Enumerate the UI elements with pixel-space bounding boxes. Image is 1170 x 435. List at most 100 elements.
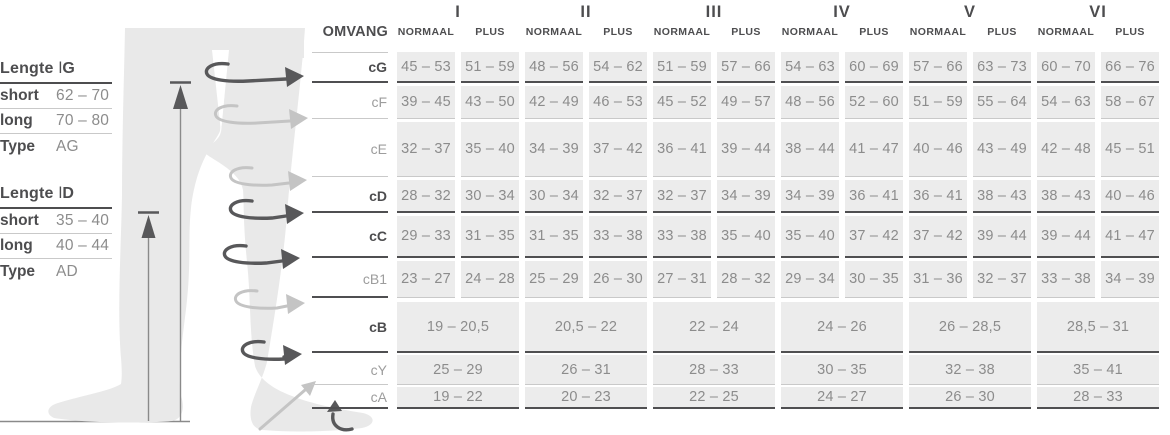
cell-cE-III-plus: 39 – 44: [717, 122, 775, 177]
col-header-normaal: NORMAAL: [1037, 26, 1095, 38]
cell-cE-V-normaal: 40 – 46: [909, 122, 967, 177]
cell-cF-II-normaal: 42 – 49: [525, 86, 583, 119]
cell-cA-V: 26 – 30: [909, 387, 1031, 409]
table-row-cF: 48 – 56 52 – 60: [781, 86, 903, 119]
cell-cD-II-normaal: 30 – 34: [525, 180, 583, 213]
row-label-cB: cB: [312, 302, 388, 353]
table-row-cD: 28 – 32 30 – 34: [397, 180, 519, 213]
length-title: Lengte lG: [0, 60, 112, 84]
table-row-cD: 30 – 34 32 – 37: [525, 180, 647, 213]
cell-cB1-V-plus: 32 – 37: [973, 261, 1031, 298]
cell-cB-IV: 24 – 26: [781, 302, 903, 353]
table-row-cA: 28 – 33: [1037, 387, 1159, 409]
length-row-short: short 62 – 70: [0, 84, 112, 109]
cell-cF-V-plus: 55 – 64: [973, 86, 1031, 119]
length-row-value: 40 – 44: [56, 237, 110, 254]
row-label-cB1: cB1: [312, 261, 388, 298]
cell-cB1-V-normaal: 31 – 36: [909, 261, 967, 298]
cell-cF-VI-plus: 58 – 67: [1101, 86, 1159, 119]
table-row-cD: 38 – 43 40 – 46: [1037, 180, 1159, 213]
length-symbol: l: [58, 185, 63, 202]
column-headers: NORMAAL PLUS: [909, 24, 1031, 40]
length-row-long: long 70 – 80: [0, 109, 112, 134]
cell-cC-IV-normaal: 35 – 40: [781, 216, 839, 258]
table-row-cY: 35 – 41: [1037, 355, 1159, 385]
cell-cC-VI-normaal: 39 – 44: [1037, 216, 1095, 258]
table-row-cA: 22 – 25: [653, 387, 775, 409]
table-row-cB1: 31 – 36 32 – 37: [909, 261, 1031, 298]
cell-cB-II: 20,5 – 22: [525, 302, 647, 353]
table-row-cB1: 33 – 38 34 – 39: [1037, 261, 1159, 298]
cell-cY-I: 25 – 29: [397, 355, 519, 385]
cell-cG-VI-plus: 66 – 76: [1101, 52, 1159, 83]
table-row-cY: 26 – 31: [525, 355, 647, 385]
table-row-cB: 26 – 28,5: [909, 302, 1031, 353]
column-headers: NORMAAL PLUS: [653, 24, 775, 40]
cell-cC-V-normaal: 37 – 42: [909, 216, 967, 258]
cell-cG-V-plus: 63 – 73: [973, 52, 1031, 83]
row-label-cE: cE: [312, 122, 388, 177]
cell-cE-II-normaal: 34 – 39: [525, 122, 583, 177]
length-title-word: Lengte: [0, 60, 54, 77]
length-row-Type: Type AD: [0, 259, 112, 284]
table-row-cB: 24 – 26: [781, 302, 903, 353]
cell-cF-III-normaal: 45 – 52: [653, 86, 711, 119]
table-row-cE: 38 – 44 41 – 47: [781, 122, 903, 177]
girth-arrow-cA: [327, 400, 354, 432]
cell-cB1-II-plus: 26 – 30: [589, 261, 647, 298]
length-title: Lengte lD: [0, 185, 112, 209]
corner-label: OMVANG: [322, 24, 388, 40]
cell-cB1-I-plus: 24 – 28: [461, 261, 519, 298]
length-letter: D: [62, 185, 75, 202]
table-row-cB: 22 – 24: [653, 302, 775, 353]
cell-cB1-I-normaal: 23 – 27: [397, 261, 455, 298]
table-row-cF: 42 – 49 46 – 53: [525, 86, 647, 119]
size-numeral: IV: [833, 3, 851, 21]
table-row-cB1: 25 – 29 26 – 30: [525, 261, 647, 298]
size-group-V: V NORMAAL PLUS 57 – 66 63 – 73 51 – 59 55 – 64…: [909, 0, 1031, 409]
row-label-cG: cG: [312, 52, 388, 83]
table-row-cC: 37 – 42 39 – 44: [909, 216, 1031, 258]
cell-cE-III-normaal: 36 – 41: [653, 122, 711, 177]
table-row-cY: 28 – 33: [653, 355, 775, 385]
table-row-cD: 32 – 37 34 – 39: [653, 180, 775, 213]
table-row-cY: 25 – 29: [397, 355, 519, 385]
leg-diagram: [0, 28, 373, 432]
length-row-value: 70 – 80: [56, 112, 110, 129]
cell-cB1-IV-plus: 30 – 35: [845, 261, 903, 298]
length-row-value: AG: [56, 137, 79, 155]
table-row-cA: 26 – 30: [909, 387, 1031, 409]
size-table: OMVANG cG cF cE cD cC cB1 cB cY cA I NORMAAL PLUS 4…: [312, 0, 1170, 435]
cell-cE-II-plus: 37 – 42: [589, 122, 647, 177]
col-header-normaal: NORMAAL: [525, 26, 583, 38]
girth-arrow-cG: [204, 61, 304, 87]
table-row-cD: 36 – 41 38 – 43: [909, 180, 1031, 213]
cell-cE-VI-plus: 45 – 51: [1101, 122, 1159, 177]
cell-cF-III-plus: 49 – 57: [717, 86, 775, 119]
cell-cE-I-plus: 35 – 40: [461, 122, 519, 177]
cell-cY-IV: 30 – 35: [781, 355, 903, 385]
length-row-label: long: [0, 237, 33, 254]
col-header-plus: PLUS: [987, 26, 1017, 38]
table-row-cY: 30 – 35: [781, 355, 903, 385]
size-numeral: III: [705, 3, 723, 21]
length-group-D: Lengte lD short 35 – 40 long 40 – 44 Type AD: [0, 185, 112, 284]
length-row-label: short: [0, 87, 39, 104]
cell-cC-II-normaal: 31 – 35: [525, 216, 583, 258]
table-row-cA: 24 – 27: [781, 387, 903, 409]
cell-cF-II-plus: 46 – 53: [589, 86, 647, 119]
cell-cD-IV-normaal: 34 – 39: [781, 180, 839, 213]
size-group-I: I NORMAAL PLUS 45 – 53 51 – 59 39 – 45 43 – 50…: [397, 0, 519, 409]
cell-cD-V-normaal: 36 – 41: [909, 180, 967, 213]
cell-cA-IV: 24 – 27: [781, 387, 903, 409]
cell-cE-IV-normaal: 38 – 44: [781, 122, 839, 177]
cell-cB1-VI-normaal: 33 – 38: [1037, 261, 1095, 298]
table-row-cE: 40 – 46 43 – 49: [909, 122, 1031, 177]
size-group-VI: VI NORMAAL PLUS 60 – 70 66 – 76 54 – 63 58 – 6…: [1037, 0, 1159, 409]
length-arrow-lG: [170, 81, 191, 421]
col-header-plus: PLUS: [731, 26, 761, 38]
cell-cG-IV-plus: 60 – 69: [845, 52, 903, 83]
table-row-cC: 35 – 40 37 – 42: [781, 216, 903, 258]
size-group-II: II NORMAAL PLUS 48 – 56 54 – 62 42 – 49 46 – 5…: [525, 0, 647, 409]
girth-arrow-cE: [228, 166, 307, 191]
